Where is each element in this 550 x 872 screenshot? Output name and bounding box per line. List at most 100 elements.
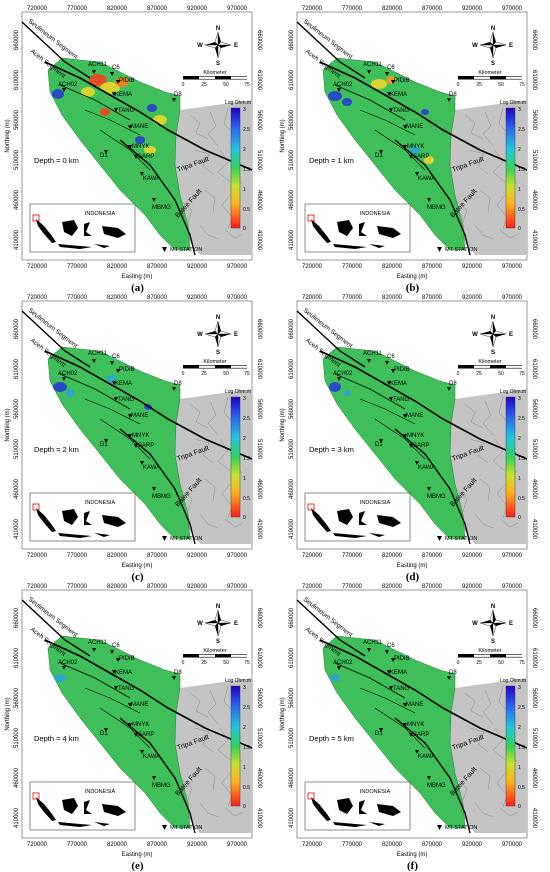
y-tick-label: 610000 — [14, 358, 20, 379]
compass-rose: N S E W — [197, 315, 238, 356]
station-mbmg: MBMG — [427, 487, 446, 500]
mt-station-legend: MT STATION — [437, 536, 477, 542]
scale-label: 0 — [182, 660, 185, 666]
station-c6: C6 — [110, 65, 120, 76]
fault-lines — [21, 599, 253, 834]
colorbar-tick: 1 — [518, 187, 521, 193]
y-tick-label: 510000 — [14, 727, 20, 748]
inset-map: INDONESIA — [304, 781, 411, 831]
compass-s: S — [491, 61, 495, 67]
scale-label: 25 — [476, 371, 482, 377]
station-mnyk: MNYK — [403, 433, 424, 439]
y-tick-label: 410000 — [256, 519, 262, 540]
station-c6: C6 — [385, 65, 395, 76]
svg-text:MBMG: MBMG — [152, 494, 171, 500]
triangle-icon — [437, 825, 442, 830]
y-ticks-right: 660000 610000 560000 510000 460000 41000… — [256, 608, 262, 829]
depth-label: Depth = 3 km — [309, 445, 354, 454]
inset-label: INDONESIA — [360, 500, 391, 506]
svg-text:TANG: TANG — [393, 397, 410, 403]
station-tang: TANG — [114, 686, 135, 692]
fault-lines — [296, 21, 528, 256]
svg-text:ACH11: ACH11 — [363, 62, 383, 68]
inset-label: INDONESIA — [85, 500, 116, 506]
svg-text:TANG: TANG — [118, 108, 135, 114]
scale-label: 0 — [182, 82, 185, 88]
x-tick-label: 870000 — [422, 584, 443, 590]
mt-station-legend-label: MT STATION — [170, 247, 202, 253]
compass-rose: N S E W — [197, 26, 238, 67]
x-tick-label: 920000 — [462, 6, 483, 12]
svg-text:MNYK: MNYK — [407, 722, 424, 728]
station-pidib: PIDIB — [391, 78, 410, 84]
scale-label: 50 — [498, 82, 504, 88]
y-tick-label: 460000 — [289, 478, 295, 499]
scale-bar: Kilometer 0 25 50 75 — [457, 648, 525, 666]
x-tick-label: 820000 — [382, 264, 403, 270]
depth-label: Depth = 4 km — [34, 734, 79, 743]
colorbar-title: Log Ohm.m — [225, 100, 251, 106]
y-axis-label: Northing (m) — [280, 119, 286, 152]
x-tick-label: 870000 — [422, 553, 443, 559]
map-panel-3: 720000 770000 820000 870000 920000 97000… — [0, 289, 275, 583]
x-tick-label: 770000 — [342, 295, 363, 301]
mt-stations: ACH11 C6 PIDIB ACH02 KEMA D8 TANG MANE M… — [58, 351, 182, 500]
y-ticks-left: 660000 610000 560000 510000 460000 41000… — [289, 318, 295, 539]
x-tick-label: 870000 — [147, 584, 168, 590]
fault-lines — [21, 310, 253, 545]
scale-label: 75 — [519, 371, 525, 377]
y-tick-label: 610000 — [256, 70, 262, 91]
panel-letter: (b) — [405, 282, 420, 294]
svg-text:SARP: SARP — [138, 154, 154, 160]
resistivity-anomaly — [342, 98, 352, 106]
station-d1: D1 — [375, 439, 383, 448]
x-tick-label: 720000 — [27, 6, 48, 12]
x-tick-label: 970000 — [227, 584, 248, 590]
station-mnyk: MNYK — [128, 144, 149, 150]
resistivity-anomaly — [53, 382, 67, 392]
y-tick-label: 660000 — [256, 319, 262, 340]
x-axis-label: Easting (m) — [397, 852, 428, 858]
resistivity-anomaly — [81, 87, 95, 97]
land-area — [322, 635, 466, 829]
svg-text:ACH02: ACH02 — [58, 660, 78, 666]
inset-label: INDONESIA — [360, 211, 391, 217]
station-ach02: ACH02 — [333, 660, 353, 670]
colorbar-tick: 2.5 — [243, 705, 250, 711]
x-tick-label: 920000 — [462, 584, 483, 590]
y-tick-label: 560000 — [14, 687, 20, 708]
svg-text:MNYK: MNYK — [407, 144, 424, 150]
svg-text:KEMA: KEMA — [390, 92, 407, 98]
resistivity-anomaly — [328, 91, 342, 101]
x-axis-label: Easting (m) — [397, 563, 428, 569]
station-mnyk: MNYK — [403, 144, 424, 150]
colorbar-tick: 1 — [243, 765, 246, 771]
colorbar-tick: 1 — [243, 476, 246, 482]
y-tick-label: 560000 — [289, 398, 295, 419]
station-d1: D1 — [100, 439, 108, 448]
colorbar: Log Ohm.m 3 2.5 2 1.5 1 0.5 0 — [500, 100, 526, 232]
x-tick-label: 720000 — [27, 584, 48, 590]
y-tick-label: 560000 — [14, 398, 20, 419]
svg-text:TANG: TANG — [393, 108, 410, 114]
x-tick-label: 770000 — [67, 295, 88, 301]
compass-rose: N S E W — [472, 26, 513, 67]
compass-n: N — [491, 604, 495, 610]
y-tick-label: 510000 — [289, 149, 295, 170]
scale-label: 0 — [457, 371, 460, 377]
compass-w: W — [197, 332, 203, 338]
compass-e: E — [509, 43, 513, 49]
x-tick-label: 970000 — [502, 6, 523, 12]
svg-text:ACH02: ACH02 — [333, 371, 353, 377]
y-tick-label: 510000 — [256, 728, 262, 749]
y-tick-label: 660000 — [14, 29, 20, 50]
x-tick-label: 720000 — [302, 553, 323, 559]
triangle-icon — [162, 825, 167, 830]
x-tick-label: 870000 — [147, 553, 168, 559]
station-sarp: SARP — [409, 732, 429, 738]
x-tick-label: 870000 — [147, 6, 168, 12]
resistivity-anomaly — [100, 108, 110, 116]
station-mane: MANE — [128, 702, 148, 708]
x-tick-label: 970000 — [227, 295, 248, 301]
station-ach11: ACH11 — [88, 640, 108, 652]
